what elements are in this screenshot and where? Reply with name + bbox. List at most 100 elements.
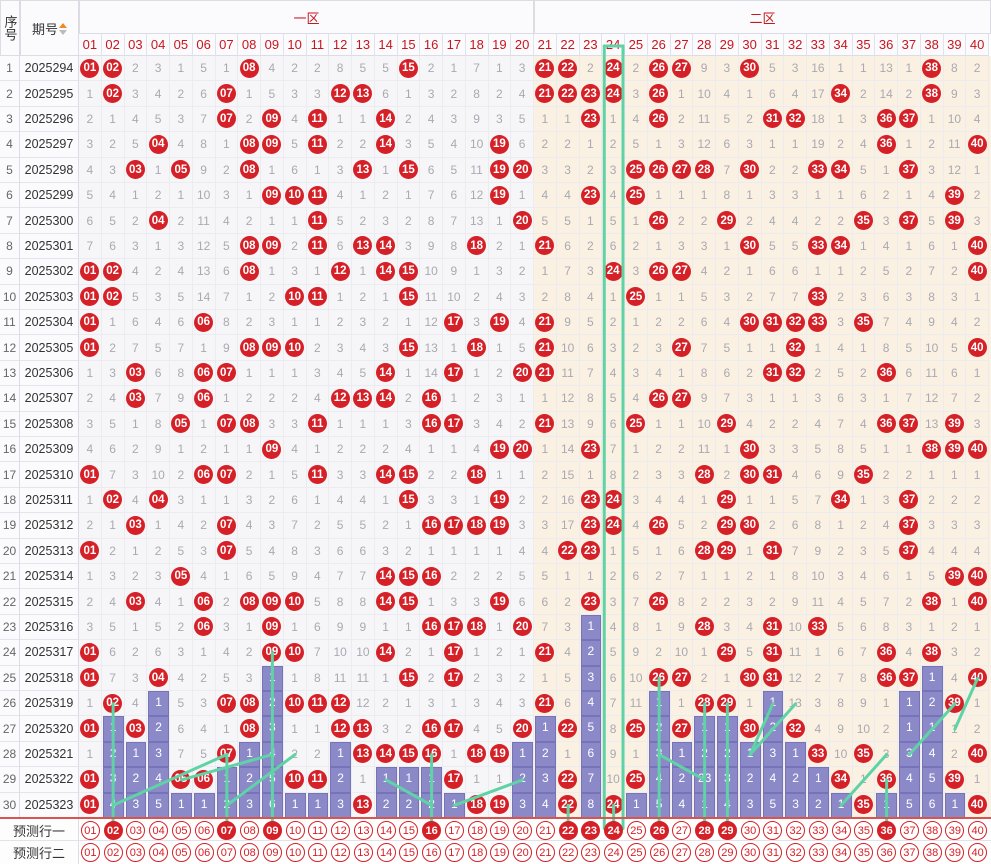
sort-icon[interactable] [59,23,67,35]
prediction-row-2-number-circle[interactable]: 30 [740,843,760,862]
prediction-row-2-cell[interactable]: 10 [284,841,307,864]
prediction-row-2-number-circle[interactable]: 29 [717,843,737,862]
prediction-row-1-number-circle[interactable]: 24 [604,821,624,840]
prediction-row-2-cell[interactable]: 21 [534,841,557,864]
prediction-row-2-number-circle[interactable]: 06 [194,843,214,862]
prediction-row-1-number-circle[interactable]: 06 [194,821,214,840]
prediction-row-2-number-circle[interactable]: 25 [626,843,646,862]
prediction-row-1-cell[interactable]: 23 [580,819,603,842]
prediction-row-2-cell[interactable]: 39 [944,841,967,864]
prediction-row-2-number-circle[interactable]: 13 [353,843,373,862]
prediction-row-2-number-circle[interactable]: 26 [649,843,669,862]
prediction-row-1-number-circle[interactable]: 12 [331,821,351,840]
prediction-row-2-number-circle[interactable]: 23 [581,843,601,862]
prediction-row-1-number-circle[interactable]: 07 [217,821,237,840]
prediction-row-1-number-circle[interactable]: 20 [513,821,533,840]
prediction-row-2-number-circle[interactable]: 16 [422,843,442,862]
prediction-row-2-number-circle[interactable]: 31 [763,843,783,862]
prediction-row-1-cell[interactable]: 29 [716,819,739,842]
prediction-row-1-cell[interactable]: 34 [830,819,853,842]
prediction-row-2-number-circle[interactable]: 07 [217,843,237,862]
prediction-row-1-number-circle[interactable]: 21 [535,821,555,840]
prediction-row-2-cell[interactable]: 29 [716,841,739,864]
prediction-row-2-cell[interactable]: 20 [511,841,534,864]
prediction-row-1-cell[interactable]: 11 [307,819,330,842]
prediction-row-2-number-circle[interactable]: 03 [126,843,146,862]
prediction-row-1-number-circle[interactable]: 32 [786,821,806,840]
prediction-row-1-cell[interactable]: 36 [875,819,898,842]
prediction-row-2-cell[interactable]: 19 [489,841,512,864]
prediction-row-2-cell[interactable]: 12 [329,841,352,864]
prediction-row-2-number-circle[interactable]: 04 [149,843,169,862]
prediction-row-1-cell[interactable]: 20 [511,819,534,842]
prediction-row-1-number-circle[interactable]: 13 [353,821,373,840]
prediction-row-1-number-circle[interactable]: 29 [717,821,737,840]
prediction-row-1-cell[interactable]: 17 [443,819,466,842]
prediction-row-1-cell[interactable]: 12 [329,819,352,842]
prediction-row-2-number-circle[interactable]: 28 [695,843,715,862]
prediction-row-2-cell[interactable]: 07 [216,841,239,864]
prediction-row-1-number-circle[interactable]: 39 [945,821,965,840]
prediction-row-2-number-circle[interactable]: 09 [262,843,282,862]
prediction-row-1-cell[interactable]: 19 [489,819,512,842]
prediction-row-1-number-circle[interactable]: 30 [740,821,760,840]
prediction-row-1-number-circle[interactable]: 03 [126,821,146,840]
prediction-row-1-number-circle[interactable]: 25 [626,821,646,840]
prediction-row-2-cell[interactable]: 15 [398,841,421,864]
prediction-row-2-number-circle[interactable]: 17 [444,843,464,862]
prediction-row-1-number-circle[interactable]: 26 [649,821,669,840]
prediction-row-1-cell[interactable]: 32 [784,819,807,842]
prediction-row-2-cell[interactable]: 09 [261,841,284,864]
prediction-row-2-number-circle[interactable]: 02 [103,843,123,862]
prediction-row-2-number-circle[interactable]: 33 [808,843,828,862]
prediction-row-2-cell[interactable]: 22 [557,841,580,864]
prediction-row-2-number-circle[interactable]: 11 [308,843,328,862]
prediction-row-1-number-circle[interactable]: 09 [262,821,282,840]
prediction-row-2-cell[interactable]: 05 [170,841,193,864]
prediction-row-1-cell[interactable]: 14 [375,819,398,842]
prediction-row-1-number-circle[interactable]: 27 [672,821,692,840]
prediction-row-2-number-circle[interactable]: 27 [672,843,692,862]
prediction-row-1-number-circle[interactable]: 36 [877,821,897,840]
prediction-row-1-number-circle[interactable]: 34 [831,821,851,840]
prediction-row-1-number-circle[interactable]: 40 [968,821,988,840]
prediction-row-2-cell[interactable]: 24 [602,841,625,864]
prediction-row-2-number-circle[interactable]: 05 [171,843,191,862]
prediction-row-1-number-circle[interactable]: 15 [399,821,419,840]
prediction-row-1-number-circle[interactable]: 14 [376,821,396,840]
prediction-row-2-cell[interactable]: 40 [966,841,989,864]
prediction-row-1-cell[interactable]: 30 [739,819,762,842]
prediction-row-1-number-circle[interactable]: 02 [103,821,123,840]
prediction-row-2-number-circle[interactable]: 19 [490,843,510,862]
prediction-row-1-cell[interactable]: 10 [284,819,307,842]
prediction-row-1-cell[interactable]: 16 [420,819,443,842]
prediction-row-1-number-circle[interactable]: 22 [558,821,578,840]
prediction-row-2-cell[interactable]: 06 [193,841,216,864]
prediction-row-2-number-circle[interactable]: 10 [285,843,305,862]
prediction-row-2-cell[interactable]: 18 [466,841,489,864]
prediction-row-2-number-circle[interactable]: 39 [945,843,965,862]
prediction-row-2-cell[interactable]: 02 [102,841,125,864]
prediction-row-1-cell[interactable]: 40 [966,819,989,842]
prediction-row-1-number-circle[interactable]: 33 [808,821,828,840]
prediction-row-2-cell[interactable]: 33 [807,841,830,864]
prediction-row-1-number-circle[interactable]: 18 [467,821,487,840]
prediction-row-1-number-circle[interactable]: 38 [922,821,942,840]
prediction-row-2-cell[interactable]: 38 [921,841,944,864]
prediction-row-2-cell[interactable]: 13 [352,841,375,864]
prediction-row-2-cell[interactable]: 36 [875,841,898,864]
prediction-row-1-number-circle[interactable]: 01 [80,821,100,840]
prediction-row-1-cell[interactable]: 37 [898,819,921,842]
period-header[interactable]: 期号 [20,0,79,56]
prediction-row-2-cell[interactable]: 35 [853,841,876,864]
prediction-row-1-cell[interactable]: 05 [170,819,193,842]
prediction-row-1-cell[interactable]: 38 [921,819,944,842]
prediction-row-2-number-circle[interactable]: 12 [331,843,351,862]
prediction-row-1-cell[interactable]: 33 [807,819,830,842]
prediction-row-2-number-circle[interactable]: 35 [854,843,874,862]
prediction-row-2-cell[interactable]: 27 [671,841,694,864]
prediction-row-2-cell[interactable]: 04 [147,841,170,864]
prediction-row-1-cell[interactable]: 26 [648,819,671,842]
prediction-row-1-cell[interactable]: 31 [762,819,785,842]
prediction-row-1-cell[interactable]: 35 [853,819,876,842]
